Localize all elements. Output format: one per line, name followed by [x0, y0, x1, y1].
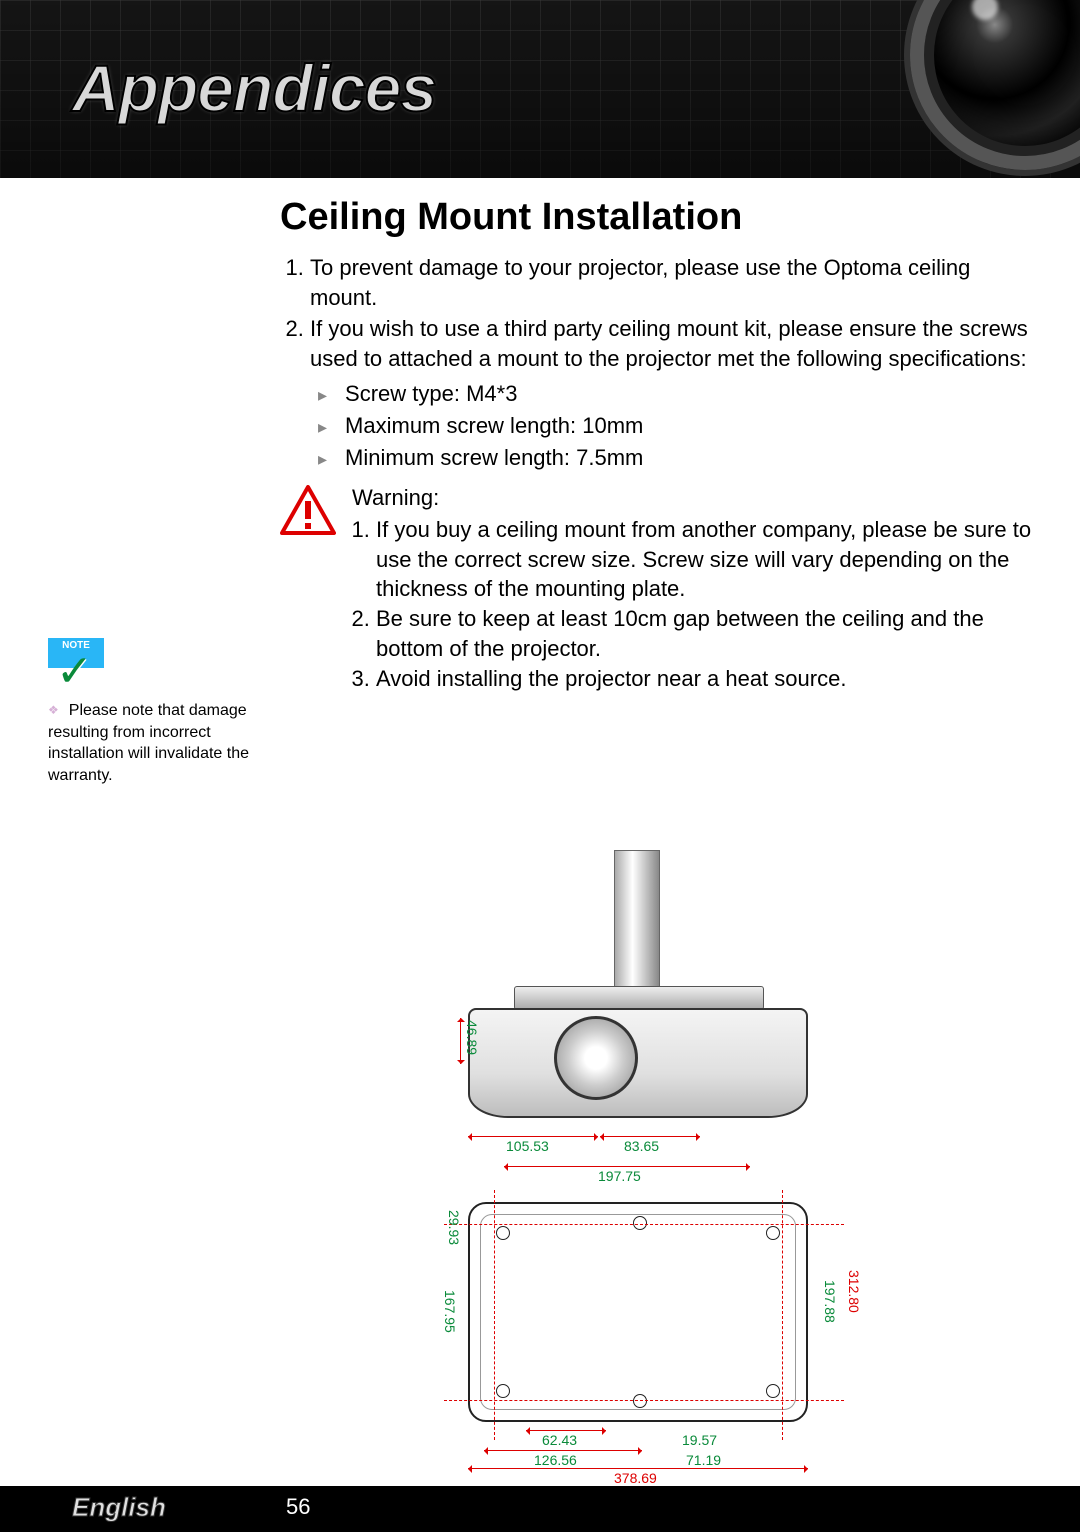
dim-62-43: 62.43	[542, 1432, 577, 1448]
mount-diagram: 46.89 105.53 83.65 197.75 29.93 167.95 3…	[414, 890, 1014, 1470]
projector-front-view	[468, 1008, 808, 1118]
warning-item-2: Be sure to keep at least 10cm gap betwee…	[376, 604, 1040, 663]
side-note-text: Please note that damage resulting from i…	[48, 700, 258, 786]
note-badge-icon: NOTE ✓	[48, 638, 104, 688]
dim-line	[460, 1018, 461, 1064]
screw-hole	[496, 1226, 510, 1240]
warning-heading: Warning:	[352, 483, 1040, 513]
dim-197-88: 197.88	[822, 1280, 838, 1323]
dim-105-53: 105.53	[506, 1138, 549, 1154]
spec-list: Screw type: M4*3 Maximum screw length: 1…	[318, 378, 1040, 474]
footer-language: English	[72, 1492, 166, 1523]
spec-screw-type: Screw type: M4*3	[318, 378, 1040, 410]
dim-29-93: 29.93	[446, 1210, 462, 1245]
warning-item-3: Avoid installing the projector near a he…	[376, 664, 1040, 694]
footer-page-number: 56	[286, 1494, 310, 1520]
dim-378-69: 378.69	[614, 1470, 657, 1486]
screw-hole	[496, 1384, 510, 1398]
warning-item-1: If you buy a ceiling mount from another …	[376, 515, 1040, 604]
dim-guide	[782, 1190, 783, 1440]
dim-line	[504, 1166, 750, 1167]
lens-graphic	[910, 0, 1080, 170]
spec-min-length: Minimum screw length: 7.5mm	[318, 442, 1040, 474]
dim-line	[484, 1450, 642, 1451]
dim-line	[468, 1468, 808, 1469]
dim-guide	[444, 1400, 844, 1401]
instruction-item-2: If you wish to use a third party ceiling…	[310, 314, 1040, 373]
warning-triangle-icon	[280, 485, 340, 542]
dim-197-75: 197.75	[598, 1168, 641, 1184]
main-content: Ceiling Mount Installation To prevent da…	[280, 196, 1040, 693]
dim-46-89: 46.89	[464, 1020, 480, 1055]
projector-lens	[554, 1016, 638, 1100]
screw-hole	[633, 1394, 647, 1408]
mount-pole	[614, 850, 660, 990]
section-title: Appendices	[72, 50, 436, 126]
checkmark-icon: ✓	[56, 646, 93, 697]
dim-167-95: 167.95	[442, 1290, 458, 1333]
dim-line	[526, 1430, 606, 1431]
screw-hole	[766, 1384, 780, 1398]
dim-71-19: 71.19	[686, 1452, 721, 1468]
dim-guide	[494, 1190, 495, 1440]
dim-guide	[444, 1224, 844, 1225]
warning-text: Warning: If you buy a ceiling mount from…	[352, 483, 1040, 693]
header-banner: Appendices	[0, 0, 1080, 178]
page-title: Ceiling Mount Installation	[280, 196, 1040, 239]
side-note-block: NOTE ✓ Please note that damage resulting…	[48, 638, 258, 786]
dim-19-57: 19.57	[682, 1432, 717, 1448]
mount-bracket	[514, 986, 764, 1010]
screw-hole	[633, 1216, 647, 1230]
dim-312-80: 312.80	[846, 1270, 862, 1313]
dim-83-65: 83.65	[624, 1138, 659, 1154]
instruction-item-1: To prevent damage to your projector, ple…	[310, 253, 1040, 312]
instruction-list: To prevent damage to your projector, ple…	[280, 253, 1040, 374]
warning-block: Warning: If you buy a ceiling mount from…	[280, 483, 1040, 693]
dim-126-56: 126.56	[534, 1452, 577, 1468]
dim-line	[600, 1136, 700, 1137]
projector-bottom-view	[468, 1202, 808, 1422]
dim-line	[468, 1136, 598, 1137]
page-footer: English 56	[0, 1486, 1080, 1532]
spec-max-length: Maximum screw length: 10mm	[318, 410, 1040, 442]
screw-hole	[766, 1226, 780, 1240]
